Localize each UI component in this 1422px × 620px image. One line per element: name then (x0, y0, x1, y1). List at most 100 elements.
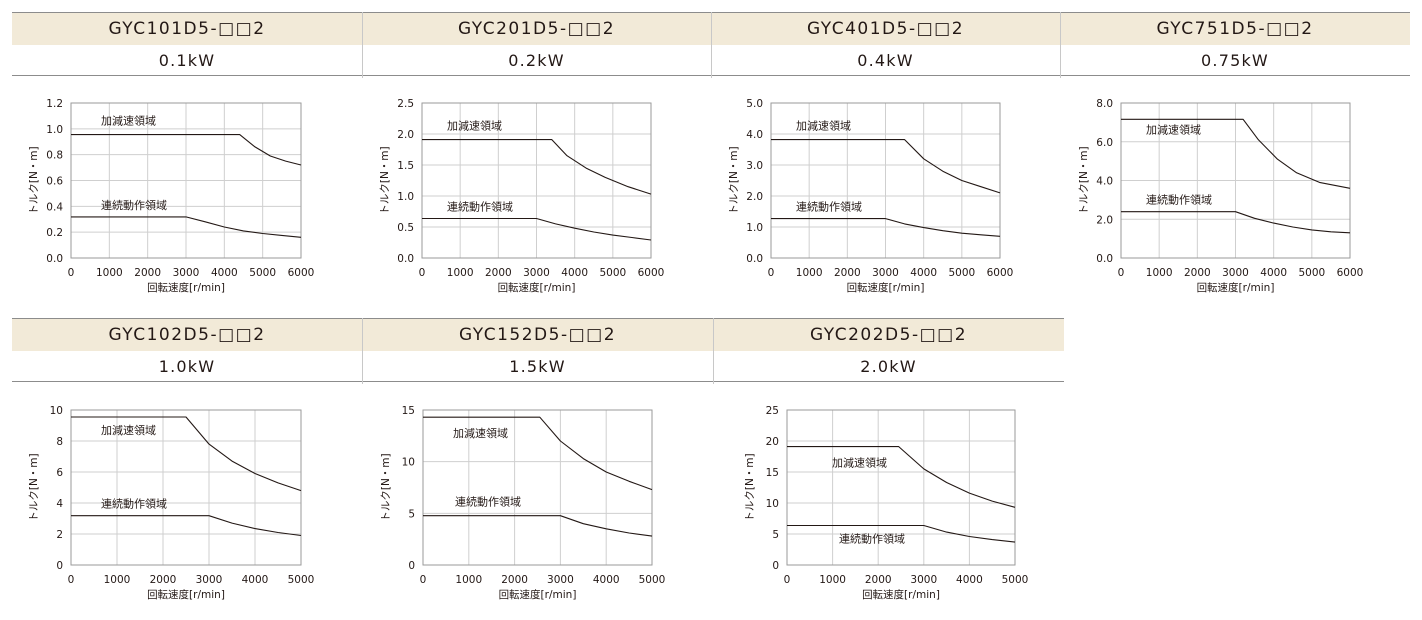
y-tick-label: 25 (766, 405, 779, 417)
x-tick-label: 5000 (1002, 574, 1029, 586)
x-tick-label: 4000 (1260, 267, 1287, 279)
x-tick-label: 3000 (872, 267, 899, 279)
y-tick-label: 2.5 (397, 98, 414, 110)
x-tick-label: 5000 (1298, 267, 1325, 279)
x-axis-label: 回転速度[r/min] (847, 281, 925, 294)
x-tick-label: 4000 (561, 267, 588, 279)
x-tick-label: 4000 (593, 574, 620, 586)
y-tick-label: 20 (766, 436, 779, 448)
y-tick-label: 15 (766, 467, 779, 479)
y-tick-label: 10 (402, 457, 415, 469)
x-tick-label: 4000 (242, 574, 269, 586)
y-tick-label: 4.0 (746, 129, 763, 141)
x-tick-label: 2000 (150, 574, 177, 586)
continuous-region-line (71, 216, 302, 238)
y-tick-label: 1.5 (397, 160, 414, 172)
y-axis-label: トルク[N・m] (728, 146, 740, 214)
x-tick-label: 6000 (1337, 267, 1364, 279)
column-divider (713, 318, 714, 384)
accel-region-line (71, 134, 302, 166)
column-divider (711, 12, 712, 78)
model-title: GYC152D5-□□2 (362, 318, 713, 352)
accel-region-line (71, 416, 302, 492)
x-tick-label: 1000 (796, 267, 823, 279)
x-tick-label: 3000 (1222, 267, 1249, 279)
y-tick-label: 1.2 (46, 98, 63, 110)
x-tick-label: 2000 (865, 574, 892, 586)
x-tick-label: 1000 (455, 574, 482, 586)
table-row-top: GYC101D5-□□2 0.1kW GYC201D5-□□2 0.2kW GY… (12, 12, 1410, 79)
y-tick-label: 2.0 (746, 191, 763, 203)
y-tick-label: 0.0 (46, 253, 63, 265)
x-tick-label: 0 (419, 267, 426, 279)
y-tick-label: 5 (408, 508, 415, 520)
x-tick-label: 2000 (501, 574, 528, 586)
model-title: GYC101D5-□□2 (12, 12, 362, 46)
torque-chart: 0 1000 2000 3000 4000 5000 6000 0.0 0.5 1.0 1.5 2.0… (379, 98, 664, 294)
power-label: 2.0kW (713, 351, 1064, 382)
column-divider (362, 12, 363, 78)
y-tick-label: 0.4 (46, 201, 63, 213)
y-tick-label: 2.0 (397, 129, 414, 141)
x-axis-label: 回転速度[r/min] (147, 588, 225, 601)
x-tick-label: 5000 (288, 574, 315, 586)
power-label: 1.5kW (362, 351, 713, 382)
x-axis-label: 回転速度[r/min] (147, 281, 225, 294)
x-tick-label: 0 (784, 574, 791, 586)
y-tick-label: 10 (766, 498, 779, 510)
y-tick-label: 0.6 (46, 176, 63, 188)
power-label: 0.2kW (362, 45, 711, 76)
y-axis-label: トルク[N・m] (1078, 146, 1090, 214)
y-axis-label: トルク[N・m] (744, 453, 756, 521)
x-tick-label: 5000 (948, 267, 975, 279)
accel-region-line (1121, 118, 1351, 189)
y-tick-label: 5.0 (746, 98, 763, 110)
model-cell: GYC152D5-□□2 1.5kW (362, 318, 713, 385)
torque-chart: 0 1000 2000 3000 4000 5000 0 2 4 6 8 10 回転速度[r/min] ト… (28, 405, 315, 601)
model-title: GYC401D5-□□2 (711, 12, 1060, 46)
x-tick-label: 2000 (485, 267, 512, 279)
x-tick-label: 6000 (288, 267, 315, 279)
plot-frame (421, 102, 652, 259)
model-cell: GYC101D5-□□2 0.1kW (12, 12, 362, 79)
x-axis-label: 回転速度[r/min] (862, 588, 940, 601)
power-label: 1.0kW (12, 351, 362, 382)
power-label: 0.75kW (1060, 45, 1410, 76)
torque-chart: 0 1000 2000 3000 4000 5000 0 5 10 15 20 25 回転速度[r/mi… (744, 405, 1029, 601)
y-tick-label: 0 (772, 560, 779, 572)
continuous-region-label: 連続動作領域 (796, 200, 862, 214)
model-title: GYC751D5-□□2 (1060, 12, 1410, 46)
continuous-region-line (1121, 211, 1351, 234)
x-axis-label: 回転速度[r/min] (499, 588, 577, 601)
continuous-region-label: 連続動作領域 (455, 495, 521, 509)
x-tick-label: 1000 (819, 574, 846, 586)
accel-region-label: 加減速領域 (101, 114, 156, 128)
plot-frame (770, 102, 1001, 259)
model-title: GYC202D5-□□2 (713, 318, 1064, 352)
torque-chart: 0 1000 2000 3000 4000 5000 6000 0.0 2.0 4.0 6.0 8.0… (1078, 98, 1364, 294)
torque-chart: 0 1000 2000 3000 4000 5000 6000 0.0 0.2 0.4 0.6 0.8… (28, 98, 315, 294)
power-label: 0.4kW (711, 45, 1060, 76)
y-tick-label: 10 (50, 405, 63, 417)
continuous-region-line (771, 218, 1001, 237)
continuous-region-label: 連続動作領域 (1146, 193, 1212, 207)
torque-chart: 0 1000 2000 3000 4000 5000 0 5 10 15 回転速度[r/min] トル… (380, 405, 665, 601)
continuous-region-label: 連続動作領域 (839, 532, 905, 546)
y-tick-label: 0 (56, 560, 63, 572)
y-tick-label: 2 (56, 529, 63, 541)
y-tick-label: 6.0 (1096, 137, 1113, 149)
power-label: 0.1kW (12, 45, 362, 76)
x-tick-label: 5000 (599, 267, 626, 279)
y-tick-label: 5 (772, 529, 779, 541)
model-title: GYC201D5-□□2 (362, 12, 711, 46)
x-tick-label: 4000 (910, 267, 937, 279)
x-tick-label: 1000 (96, 267, 123, 279)
x-tick-label: 3000 (910, 574, 937, 586)
accel-region-label: 加減速領域 (832, 456, 887, 470)
x-tick-label: 3000 (547, 574, 574, 586)
x-tick-label: 4000 (211, 267, 238, 279)
x-tick-label: 0 (768, 267, 775, 279)
model-cell: GYC401D5-□□2 0.4kW (711, 12, 1060, 79)
column-divider (362, 318, 363, 384)
model-cell: GYC751D5-□□2 0.75kW (1060, 12, 1410, 79)
